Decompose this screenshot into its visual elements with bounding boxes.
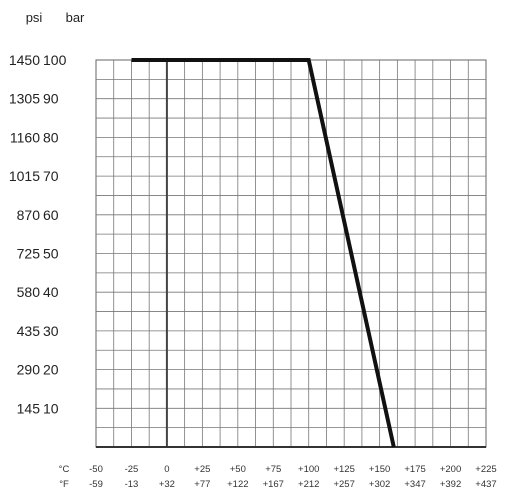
x-tick-label-fahrenheit: +77: [194, 479, 210, 490]
y-tick-label-bar: 50: [43, 246, 59, 262]
x-tick-label-celsius: +200: [440, 464, 461, 475]
y-tick-label-psi: 1015: [9, 168, 40, 184]
y-tick-label-psi: 1160: [10, 129, 40, 145]
y-tick-label-bar: 30: [43, 323, 59, 339]
x-tick-label-fahrenheit: +32: [159, 479, 175, 490]
x-tick-label-celsius: +100: [298, 464, 319, 475]
x-tick-label-fahrenheit: +167: [263, 479, 284, 490]
y-unit-psi: psi: [26, 10, 43, 25]
y-tick-label-bar: 40: [43, 284, 59, 300]
x-tick-label-celsius: -25: [125, 464, 139, 475]
y-tick-label-psi: 435: [17, 323, 41, 339]
x-tick-label-celsius: +75: [265, 464, 281, 475]
y-tick-label-bar: 80: [43, 129, 59, 145]
x-tick-label-celsius: 0: [164, 464, 169, 475]
x-tick-label-fahrenheit: -59: [89, 479, 103, 490]
y-tick-label-psi: 1450: [9, 52, 40, 68]
y-tick-label-psi: 870: [17, 207, 41, 223]
grid: [95, 59, 487, 448]
x-tick-label-fahrenheit: -13: [125, 479, 139, 490]
x-tick-label-fahrenheit: +122: [227, 479, 248, 490]
y-tick-label-psi: 1305: [9, 91, 40, 107]
y-tick-label-bar: 20: [43, 362, 59, 378]
x-tick-label-fahrenheit: +212: [298, 479, 319, 490]
x-tick-label-celsius: +175: [404, 464, 425, 475]
y-tick-label-bar: 60: [43, 207, 59, 223]
x-tick-label-celsius: -50: [89, 464, 103, 475]
y-tick-label-bar: 90: [43, 91, 59, 107]
y-tick-label-bar: 100: [43, 52, 67, 68]
x-tick-label-celsius: +150: [369, 464, 390, 475]
x-unit-celsius: °C: [59, 464, 70, 475]
y-unit-bar: bar: [66, 10, 85, 25]
x-tick-label-fahrenheit: +257: [333, 479, 354, 490]
x-unit-fahrenheit: °F: [59, 479, 69, 490]
y-tick-label-psi: 580: [17, 284, 41, 300]
y-tick-label-bar: 70: [43, 168, 59, 184]
x-tick-label-celsius: +225: [475, 464, 496, 475]
x-tick-label-fahrenheit: +347: [404, 479, 425, 490]
x-tick-label-fahrenheit: +302: [369, 479, 390, 490]
y-tick-label-bar: 10: [43, 400, 59, 416]
x-tick-labels: -50 -59 -25 -13 0 +32 +25 +77 +50 +122 +75 +167 +100…: [89, 464, 497, 490]
x-tick-label-celsius: +50: [230, 464, 246, 475]
axes: [96, 60, 486, 448]
y-tick-label-psi: 290: [17, 362, 41, 378]
y-tick-label-psi: 145: [17, 400, 41, 416]
series: [131, 58, 396, 448]
x-tick-label-celsius: +25: [194, 464, 210, 475]
x-tick-label-fahrenheit: +392: [440, 479, 461, 490]
x-tick-label-celsius: +125: [333, 464, 354, 475]
x-tick-label-fahrenheit: +437: [475, 479, 496, 490]
y-tick-labels: 1450 100 1305 90 1160 80 1015 70 870 60 725 50 580 40…: [9, 52, 67, 416]
y-tick-label-psi: 725: [17, 246, 41, 262]
